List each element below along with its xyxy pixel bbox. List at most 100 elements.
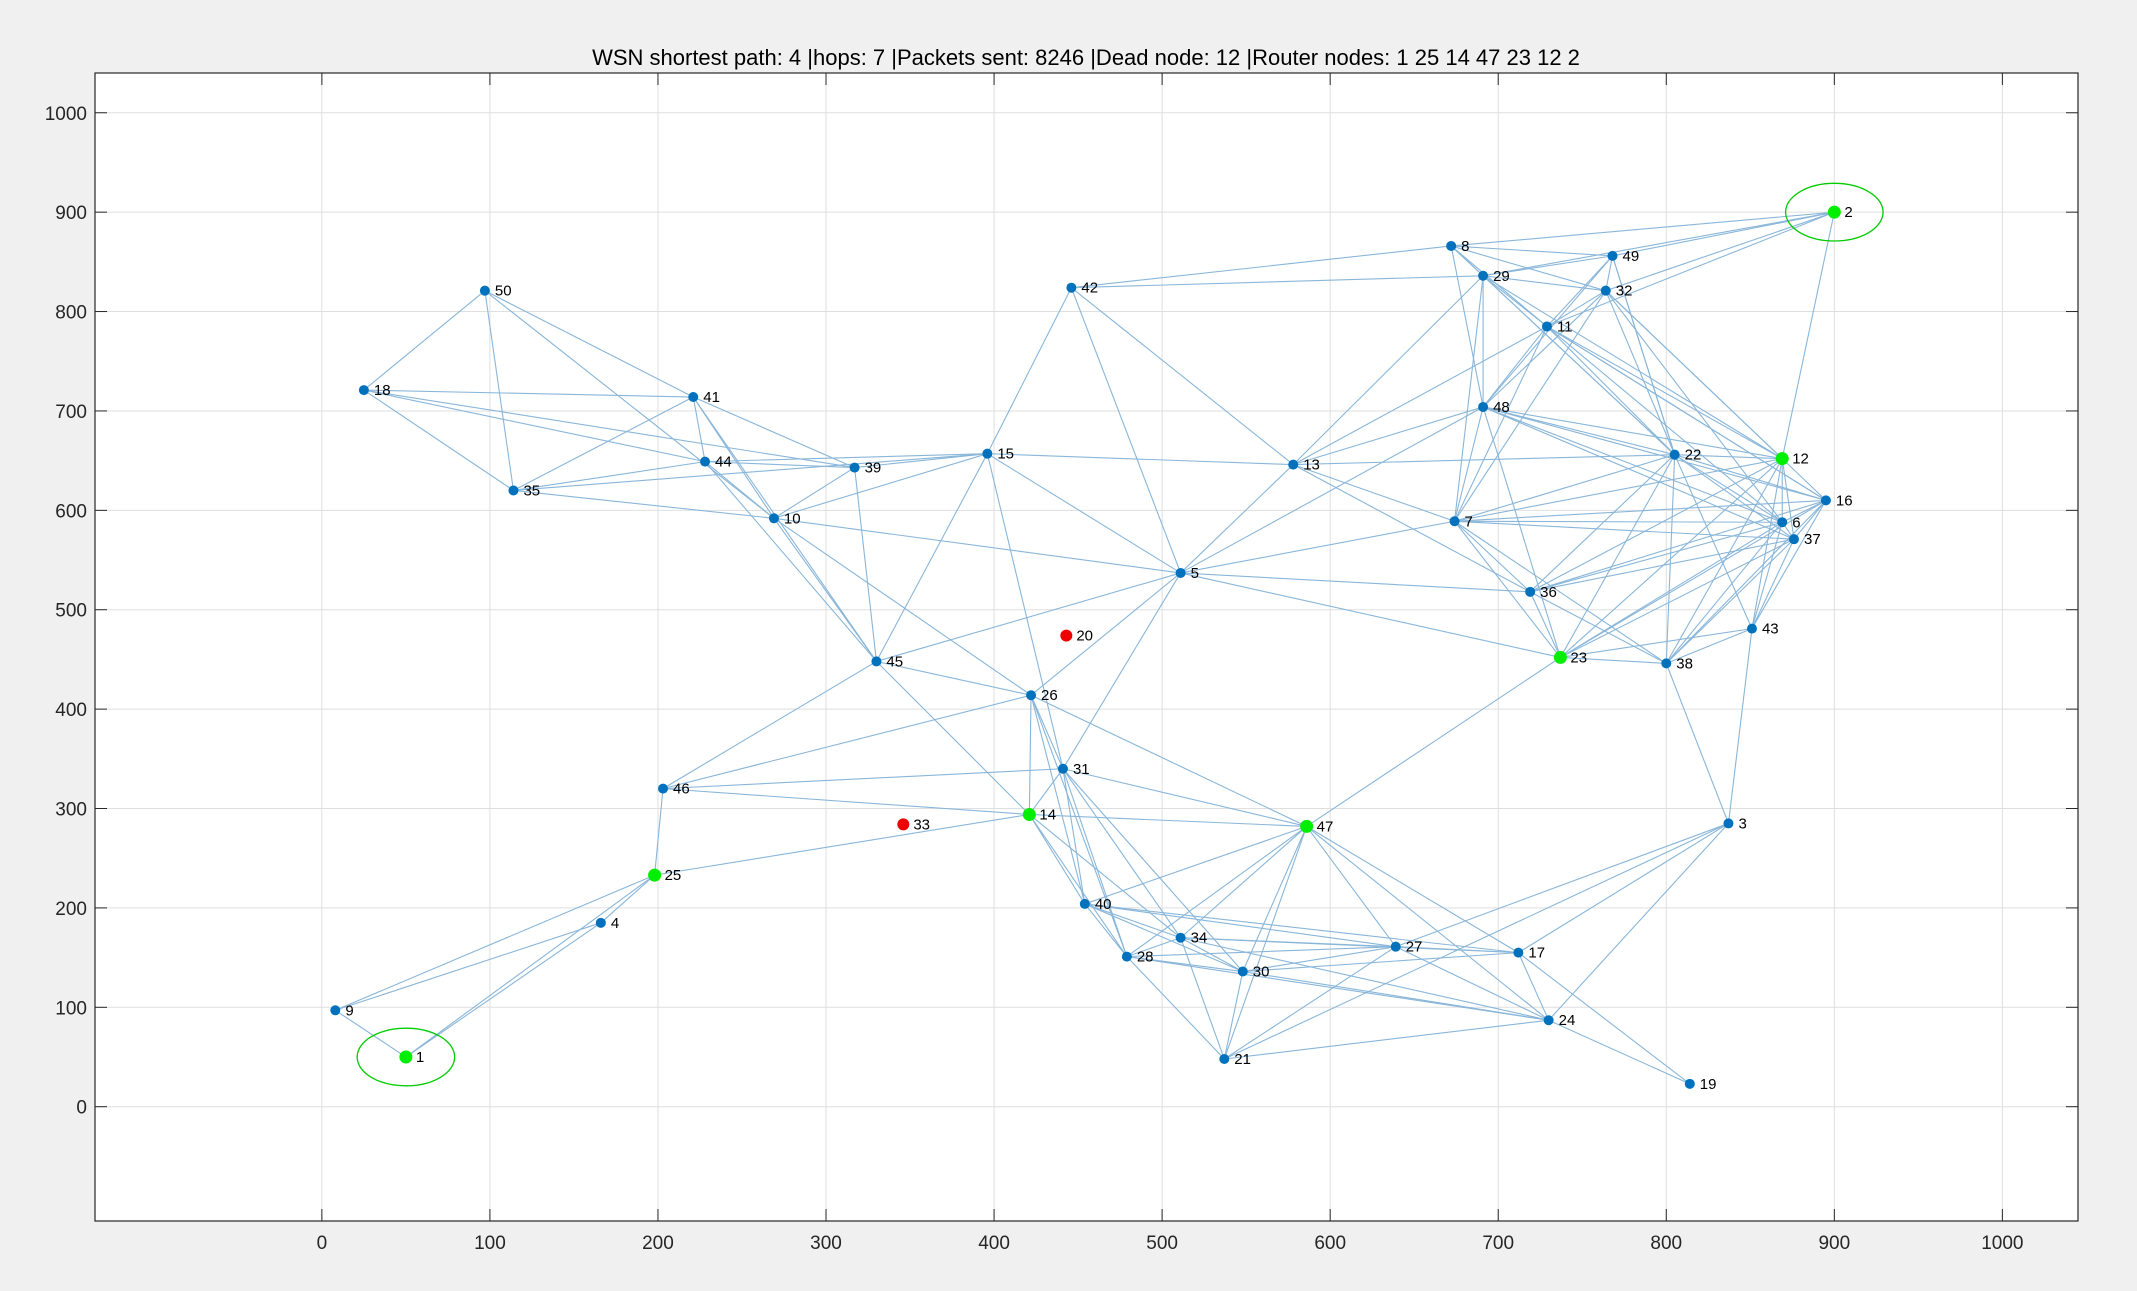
edge-13-36 (1292, 464, 1531, 593)
node-31[interactable] (1057, 763, 1068, 774)
edge-11-2 (1546, 211, 1835, 327)
edge-5-13 (1180, 464, 1294, 574)
edge-16-43 (1751, 500, 1827, 629)
node-24[interactable] (1543, 1015, 1554, 1026)
node-30[interactable] (1237, 966, 1248, 977)
edge-47-27 (1306, 826, 1397, 948)
node-41[interactable] (688, 392, 699, 403)
x-tick-label: 800 (1650, 1233, 1682, 1254)
node-44[interactable] (700, 456, 711, 467)
edge-10-41 (692, 396, 775, 519)
edge-6-36 (1530, 521, 1783, 593)
node-label-32: 32 (1616, 283, 1633, 300)
node-15[interactable] (982, 448, 993, 459)
node-34[interactable] (1175, 932, 1186, 943)
edge-26-47 (1030, 694, 1307, 827)
node-43[interactable] (1746, 623, 1757, 634)
node-11[interactable] (1541, 321, 1552, 332)
node-13[interactable] (1288, 459, 1299, 470)
edge-40-34 (1084, 903, 1181, 939)
node-20[interactable] (1060, 629, 1073, 642)
node-39[interactable] (849, 462, 860, 473)
node-9[interactable] (330, 1005, 341, 1016)
node-23[interactable] (1553, 650, 1567, 664)
node-label-49: 49 (1622, 248, 1639, 265)
edge-47-17 (1306, 825, 1519, 954)
node-4[interactable] (595, 917, 606, 928)
node-16[interactable] (1820, 495, 1831, 506)
node-45[interactable] (871, 656, 882, 667)
edge-39-18 (363, 389, 855, 469)
edge-22-32 (1605, 290, 1676, 455)
node-25[interactable] (648, 868, 662, 882)
edge-32-12 (1605, 290, 1783, 460)
grid (95, 73, 2078, 1221)
node-5[interactable] (1175, 567, 1186, 578)
edge-22-37 (1674, 454, 1795, 540)
node-12[interactable] (1775, 452, 1789, 466)
node-49[interactable] (1607, 250, 1618, 261)
node-3[interactable] (1723, 818, 1734, 829)
node-35[interactable] (508, 485, 519, 496)
node-22[interactable] (1669, 449, 1680, 460)
node-label-13: 13 (1303, 457, 1320, 474)
edge-45-44 (704, 461, 877, 662)
edge-5-42 (1070, 287, 1182, 574)
node-48[interactable] (1478, 401, 1489, 412)
node-7[interactable] (1449, 516, 1460, 527)
node-38[interactable] (1661, 658, 1672, 669)
node-17[interactable] (1513, 947, 1524, 958)
edge-45-15 (875, 453, 988, 662)
edge-31-26 (1030, 694, 1064, 769)
edge-42-8 (1071, 245, 1452, 289)
node-47[interactable] (1300, 819, 1314, 833)
edge-1-4 (405, 922, 602, 1058)
edge-22-8 (1450, 245, 1676, 456)
edge-12-37 (1781, 458, 1795, 540)
node-28[interactable] (1121, 951, 1132, 962)
node-label-42: 42 (1081, 280, 1098, 297)
node-21[interactable] (1219, 1053, 1230, 1064)
node-27[interactable] (1390, 941, 1401, 952)
node-label-15: 15 (997, 446, 1014, 463)
edge-16-37 (1793, 500, 1827, 540)
edge-48-12 (1483, 406, 1783, 460)
node-50[interactable] (479, 285, 490, 296)
node-10[interactable] (768, 513, 779, 524)
node-8[interactable] (1446, 240, 1457, 251)
node-14[interactable] (1022, 807, 1036, 821)
node-label-35: 35 (523, 482, 540, 499)
edge-34-21 (1180, 937, 1225, 1060)
edge-7-48 (1453, 406, 1484, 522)
x-tick-label: 300 (810, 1233, 842, 1254)
node-46[interactable] (658, 783, 669, 794)
node-1[interactable] (399, 1050, 413, 1064)
edge-15-39 (854, 453, 988, 469)
nodes (330, 205, 1841, 1089)
node-label-26: 26 (1041, 687, 1058, 704)
edge-8-11 (1450, 245, 1548, 327)
node-2[interactable] (1827, 205, 1841, 219)
node-19[interactable] (1684, 1078, 1695, 1089)
node-42[interactable] (1066, 282, 1077, 293)
node-36[interactable] (1525, 586, 1536, 597)
node-33[interactable] (897, 818, 910, 831)
node-32[interactable] (1600, 285, 1611, 296)
edge-22-36 (1529, 454, 1676, 593)
edge-15-10 (773, 453, 988, 519)
edge-26-45 (876, 660, 1032, 696)
edge-29-11 (1482, 275, 1548, 327)
edge-8-49 (1451, 245, 1613, 257)
node-18[interactable] (358, 385, 369, 396)
edge-30-24 (1242, 970, 1549, 1021)
edge-48-37 (1482, 406, 1795, 540)
edge-14-26 (1028, 695, 1032, 815)
node-29[interactable] (1478, 270, 1489, 281)
node-37[interactable] (1788, 534, 1799, 545)
node-40[interactable] (1079, 898, 1090, 909)
edge-47-30 (1242, 826, 1308, 972)
edge-27-24 (1395, 946, 1549, 1021)
node-26[interactable] (1026, 690, 1037, 701)
edge-48-8 (1450, 245, 1484, 408)
node-6[interactable] (1777, 517, 1788, 528)
